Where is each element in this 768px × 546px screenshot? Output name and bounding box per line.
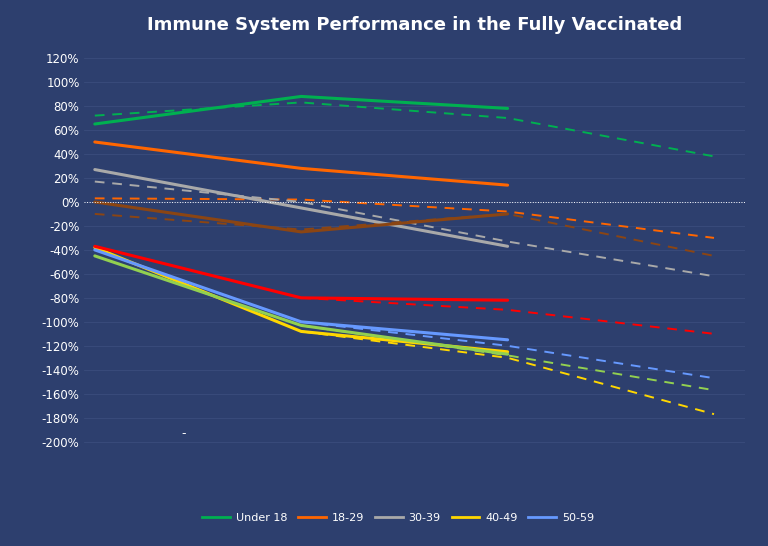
- Title: Immune System Performance in the Fully Vaccinated: Immune System Performance in the Fully V…: [147, 16, 682, 34]
- Text: -: -: [181, 427, 186, 440]
